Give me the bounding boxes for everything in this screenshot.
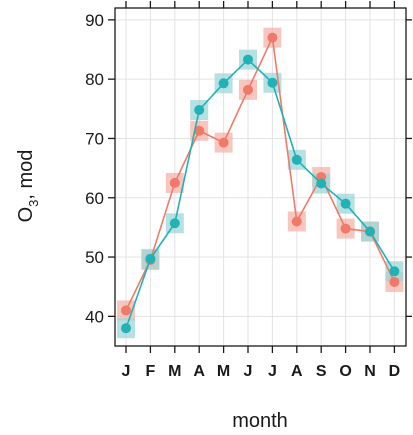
x-tick-label: N [364,363,376,380]
data-point [267,32,278,43]
x-tick-label: A [291,363,303,380]
x-tick-label: M [217,363,230,380]
y-tick-label: 70 [85,129,104,148]
data-point [169,218,180,229]
x-tick-label: F [146,363,156,380]
y-tick-label: 80 [85,70,104,89]
series-bands-0 [117,27,404,321]
data-point [218,137,229,148]
y-axis-title: O3, mod [15,150,41,223]
y-axis: 40 50 60 70 80 90 [85,11,412,326]
x-tick-label: S [316,363,327,380]
data-point [243,54,253,65]
y-axis-title-rest: , mod [15,150,37,200]
data-point [316,178,327,189]
data-point [389,276,400,287]
series-line [125,58,396,329]
data-point [218,78,229,89]
data-point [389,266,400,277]
data-point [365,226,375,237]
plot-border [114,7,407,347]
data-point [340,198,351,209]
x-tick-label: O [339,363,351,380]
data-point [243,84,253,95]
y-axis-title-main: O [15,207,37,223]
y-tick-label: 40 [85,307,104,326]
y-tick-label: 50 [85,248,104,267]
data-point [194,125,205,136]
data-point [340,223,351,234]
x-tick-label: J [244,363,253,380]
series-1 [121,54,400,334]
data-point [121,305,131,316]
y-tick-label: 60 [85,189,104,208]
x-tick-label: J [122,363,131,380]
data-point [194,104,205,115]
data-point [169,177,180,188]
x-tick-label: D [389,363,401,380]
plot-background [115,8,406,346]
y-axis-title-sub: 3 [26,200,41,207]
data-point [145,253,156,264]
x-tick-label: A [193,363,205,380]
data-point [291,216,302,227]
data-point [121,323,131,334]
x-tick-label: J [268,363,277,380]
x-tick-label: M [168,363,181,380]
y-tick-label: 90 [85,11,104,30]
data-point [291,154,302,165]
data-point [267,77,278,88]
x-axis-title: month [232,410,288,432]
series-layer [117,27,404,339]
